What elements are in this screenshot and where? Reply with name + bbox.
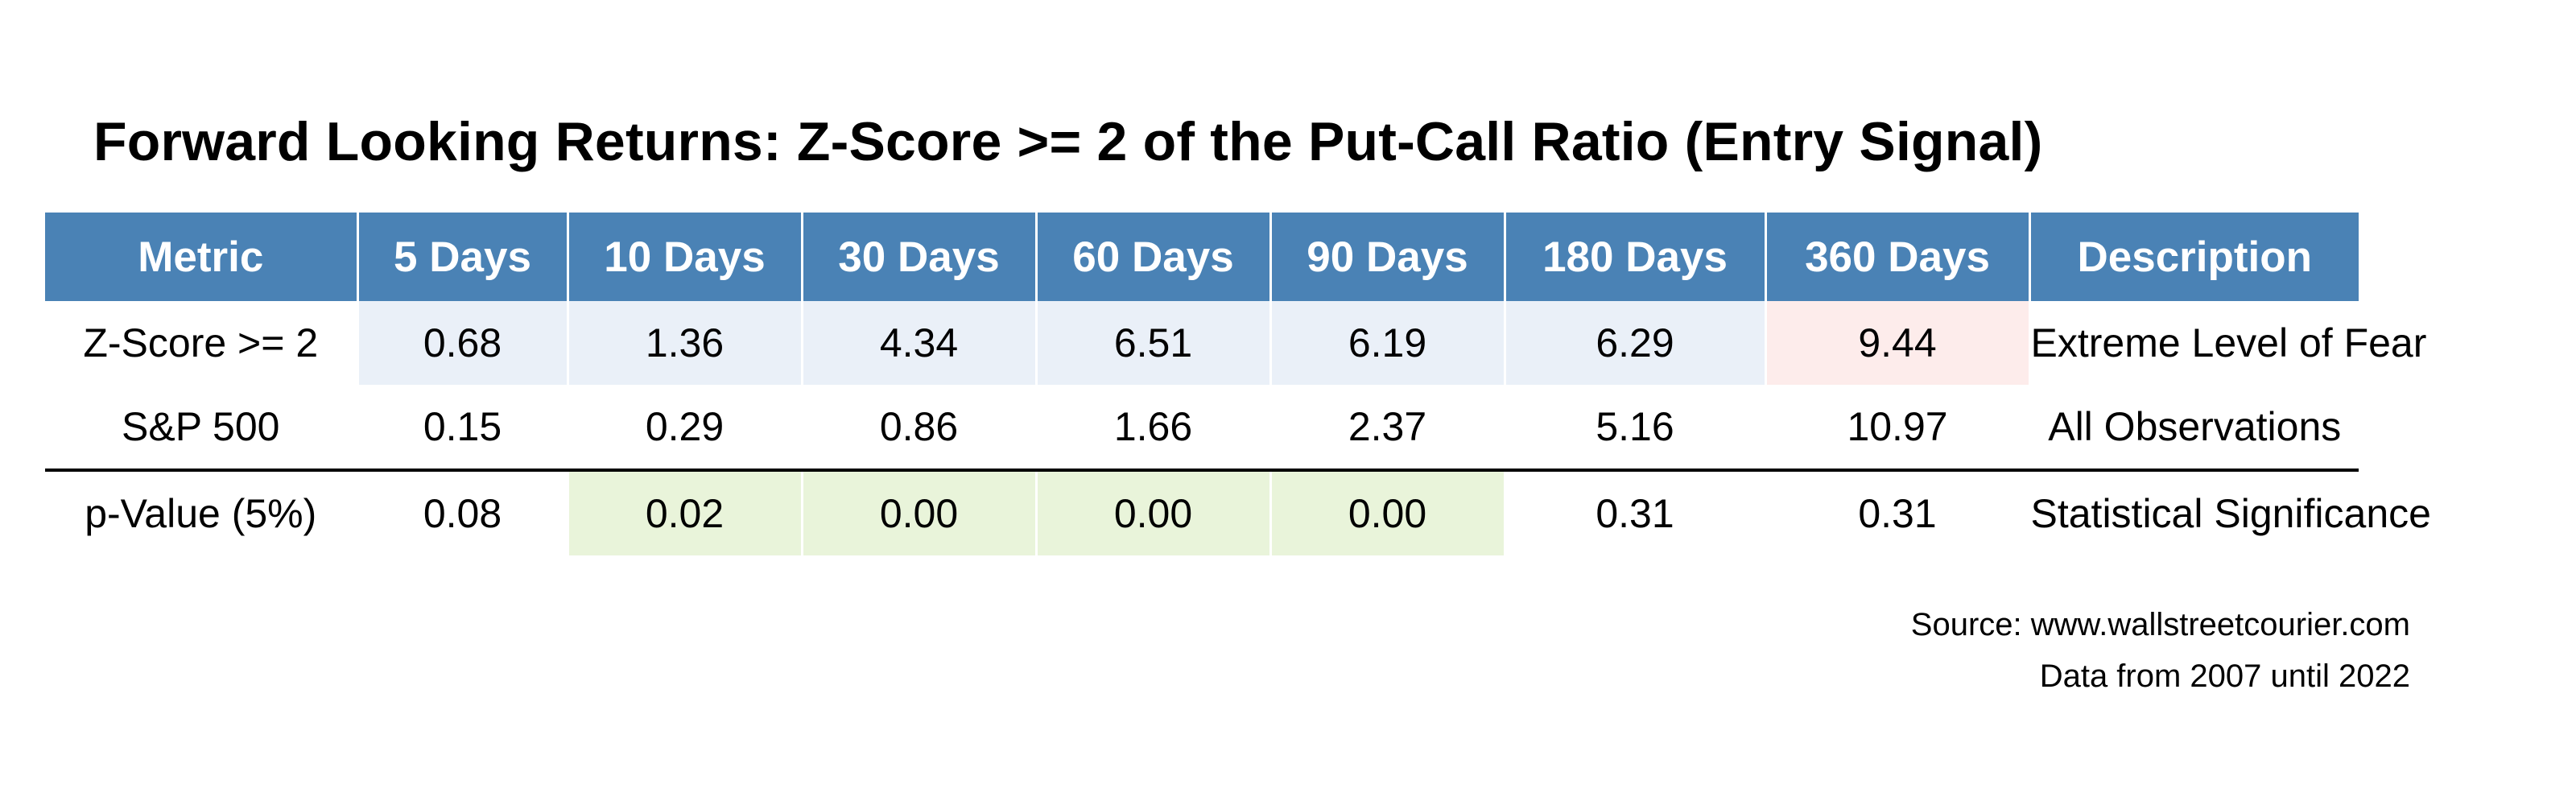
- table-cell: 6.51: [1034, 301, 1270, 385]
- column-header-180-days: 180 Days: [1503, 213, 1765, 301]
- table-cell: 9.44: [1764, 301, 2029, 385]
- data-range-line: Data from 2007 until 2022: [2039, 658, 2410, 694]
- table-cell: 0.31: [1764, 469, 2029, 555]
- column-header-5-days: 5 Days: [356, 213, 568, 301]
- row-description-sp500: All Observations: [2028, 385, 2359, 470]
- source-note: Source: www.wallstreetcourier.com Data f…: [1911, 599, 2410, 702]
- row-label-sp500: S&P 500: [122, 404, 280, 449]
- column-header-360-days: 360 Days: [1764, 213, 2029, 301]
- source-line: Source: www.wallstreetcourier.com: [1910, 607, 2410, 642]
- table-cell: 0.15: [356, 385, 568, 470]
- table-cell: 0.29: [566, 385, 802, 470]
- table-cell: 5.16: [1503, 385, 1765, 470]
- returns-table: Metric 5 Days 10 Days 30 Days 60 Days 90…: [45, 213, 2431, 555]
- table-cell: 0.00: [1034, 469, 1270, 555]
- table-cell: 6.19: [1269, 301, 1505, 385]
- chart-title: Forward Looking Returns: Z-Score >= 2 of…: [93, 111, 2043, 172]
- table-row-p-value: p-Value (5%) 0.08 0.02 0.00 0.00 0.00 0.…: [45, 469, 2431, 555]
- column-header-90-days: 90 Days: [1269, 213, 1505, 301]
- table-cell: 10.97: [1764, 385, 2029, 470]
- column-header-metric: Metric: [45, 213, 357, 301]
- table-cell: 1.36: [566, 301, 802, 385]
- column-header-description: Description: [2028, 213, 2359, 301]
- row-label-z-score: Z-Score >= 2: [83, 320, 319, 365]
- table-cell: 1.66: [1034, 385, 1270, 470]
- table-cell: 0.31: [1503, 469, 1765, 555]
- table-cell: 2.37: [1269, 385, 1505, 470]
- row-label-p-value: p-Value (5%): [45, 469, 357, 555]
- column-header-30-days: 30 Days: [800, 213, 1036, 301]
- table-cell: 0.00: [800, 469, 1036, 555]
- table-cell: 6.29: [1503, 301, 1765, 385]
- table-cell: 4.34: [800, 301, 1036, 385]
- row-description-p-value: Statistical Significance: [2028, 469, 2431, 555]
- column-header-60-days: 60 Days: [1034, 213, 1270, 301]
- table-cell: 0.08: [356, 469, 568, 555]
- header-row: Metric 5 Days 10 Days 30 Days 60 Days 90…: [45, 213, 2359, 301]
- table-cell: 0.00: [1269, 469, 1505, 555]
- table-cell: 0.86: [800, 385, 1036, 470]
- table-row-sp500: S&P 500 0.15 0.29 0.86 1.66 2.37 5.16 10…: [45, 385, 2359, 470]
- row-description-z-score: Extreme Level of Fear: [2028, 301, 2426, 385]
- column-header-10-days: 10 Days: [566, 213, 802, 301]
- table-cell: 0.02: [566, 469, 802, 555]
- table-row-z-score: Z-Score >= 2 0.68 1.36 4.34 6.51 6.19 6.…: [45, 301, 2426, 385]
- table-cell: 0.68: [356, 301, 568, 385]
